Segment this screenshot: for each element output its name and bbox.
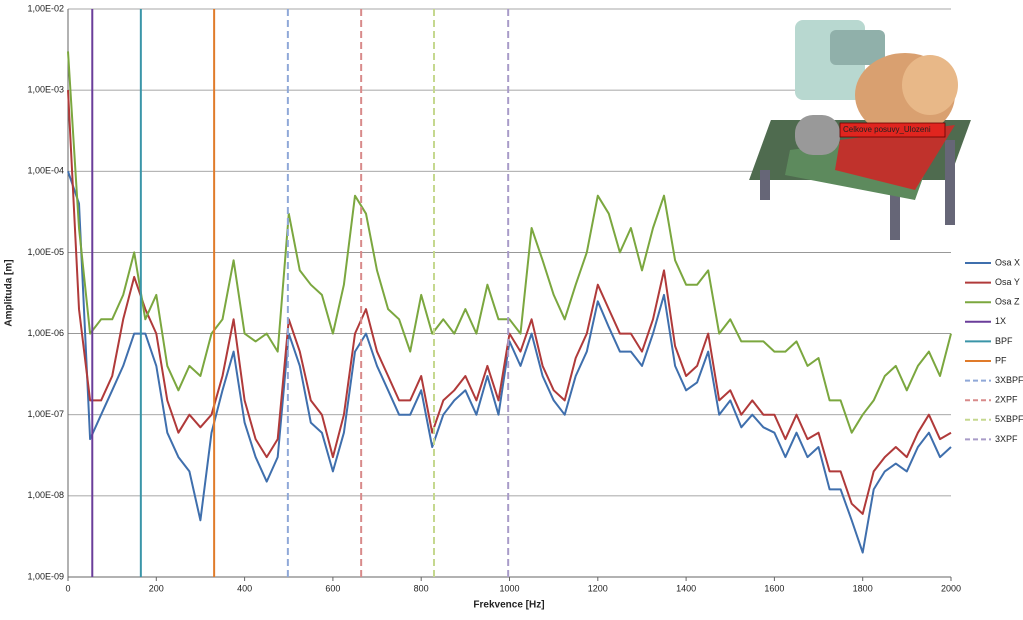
axes: 1,00E-09 1,00E-08 1,00E-07 1,00E-06 1,00E-05… xyxy=(27,3,1023,593)
legend-label: PF xyxy=(995,355,1007,365)
y-tick-label: 1,00E-03 xyxy=(27,85,64,95)
legend-label: 2XPF xyxy=(995,395,1018,405)
legend-label: Osa Y xyxy=(995,277,1020,287)
y-tick-label: 1,00E-07 xyxy=(27,409,64,419)
y-tick-label: 1,00E-06 xyxy=(27,328,64,338)
x-tick-label: 800 xyxy=(414,583,429,593)
x-tick-label: 1400 xyxy=(676,583,696,593)
series-line xyxy=(67,90,952,515)
y-tick-label: 1,00E-09 xyxy=(27,571,64,581)
x-tick-label: 1200 xyxy=(588,583,608,593)
legend-label: 1X xyxy=(995,316,1006,326)
y-tick-label: 1,00E-02 xyxy=(27,3,64,13)
x-axis-title: Frekvence [Hz] xyxy=(473,600,544,611)
y-tick-label: 1,00E-08 xyxy=(27,490,64,500)
y-tick-label: 1,00E-05 xyxy=(27,247,64,257)
legend-label: 3XBPF xyxy=(995,375,1023,385)
frame-leg xyxy=(945,140,955,225)
legend-label: BPF xyxy=(995,336,1013,346)
y-axis-title: Amplituda [m] xyxy=(4,259,15,326)
x-tick-label: 600 xyxy=(325,583,340,593)
picture-label: Celkove posuvy_Ulozeni xyxy=(843,125,931,134)
frame-leg xyxy=(890,185,900,240)
label-box xyxy=(839,122,946,138)
series-line xyxy=(67,170,952,554)
x-tick-label: 1000 xyxy=(499,583,519,593)
x-tick-label: 0 xyxy=(65,583,70,593)
blower-part xyxy=(830,30,885,65)
x-tick-label: 1600 xyxy=(764,583,784,593)
y-tick-label: 1,00E-04 xyxy=(27,166,64,176)
legend-label: Osa X xyxy=(995,257,1020,267)
legend-label: 3XPF xyxy=(995,434,1018,444)
motor-end xyxy=(902,55,958,115)
legend-label: Osa Z xyxy=(995,297,1020,307)
red-plate xyxy=(835,125,955,190)
legend-label: 5XBPF xyxy=(995,414,1023,424)
frame-leg xyxy=(760,170,770,200)
x-tick-label: 1800 xyxy=(853,583,873,593)
motor xyxy=(795,115,840,155)
x-tick-label: 400 xyxy=(237,583,252,593)
x-tick-label: 2000 xyxy=(941,583,961,593)
x-tick-label: 200 xyxy=(149,583,164,593)
model-picture: Celkove posuvy_Ulozeni xyxy=(749,20,971,240)
series-line xyxy=(67,51,952,434)
